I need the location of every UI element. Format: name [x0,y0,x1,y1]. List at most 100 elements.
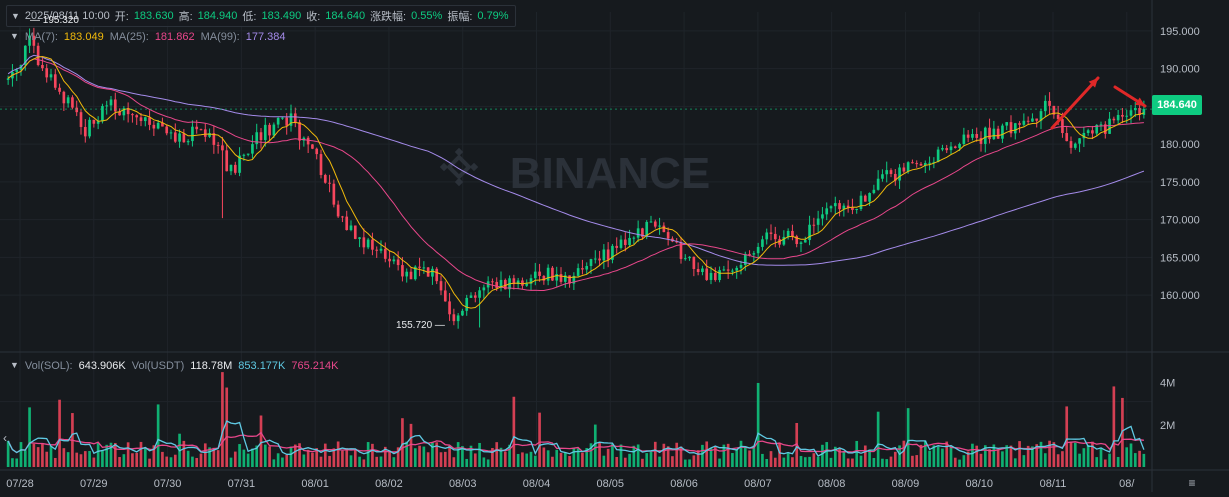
ohlc-header[interactable]: ▼ 2025/08/11 10:00 开: 183.630 高: 184.940 低… [6,5,516,27]
volume-bar [533,455,537,467]
volume-bar [953,457,957,467]
volume-bar [675,442,679,467]
volume-bar [156,404,160,467]
collapse-chevron-icon[interactable]: ▼ [11,11,20,21]
candle-body [229,164,233,172]
volume-bar [546,450,550,467]
candle-body [473,295,477,298]
candle-body [122,108,126,116]
candle-body [769,232,773,234]
volume-bar [636,444,640,467]
candle-body [911,162,914,164]
volume-bar [1112,386,1116,467]
candle-body [1078,138,1081,144]
volume-bar [538,412,541,467]
volume-bar [1142,453,1146,467]
amplitude-label: 振幅: [447,11,473,23]
volume-bar [32,443,36,467]
candle-body [212,133,216,145]
candle-body [208,133,211,137]
volume-bar [251,448,254,467]
candle-body [572,275,576,284]
volume-bar [293,444,297,467]
candle-body [482,287,486,291]
ma99-label: MA(99): [200,31,240,43]
candle-body [315,148,319,155]
volume-bar [272,459,276,467]
volume-bar [208,447,211,467]
volume-bar [36,447,40,467]
volume-bar [79,454,83,467]
candle-body [992,128,996,140]
volume-bar [748,450,751,467]
candle-body [838,203,841,210]
volume-chevron-icon[interactable]: ▼ [10,360,19,370]
candle-body [533,271,537,279]
volume-bar [979,453,983,467]
candle-body [966,134,970,138]
volume-bar [516,453,520,467]
candle-body [688,256,691,259]
last-price-tag[interactable]: 184.640 [1152,95,1202,115]
candle-body [49,74,53,78]
candle-body [833,203,837,207]
candle-body [1112,118,1116,121]
volume-bar [692,455,696,467]
time-tick-label: 08/05 [597,478,625,490]
volume-bar [216,450,220,467]
volume-bar [255,445,259,467]
volume-bar [589,443,593,467]
candle-body [182,133,186,143]
trend-arrows [1050,76,1147,130]
time-axis[interactable]: 07/28 07/29 07/30 07/31 08/01 08/02 08/03 08/04… [3,431,1196,490]
candle-body [932,161,936,163]
volume-bar [75,452,79,467]
volume-bar [915,455,919,467]
price-axis[interactable]: 195.000190.000185.000180.000175.000170.0… [1160,26,1200,302]
candle-body [1116,114,1120,121]
ma-chevron-icon[interactable]: ▼ [10,31,19,41]
candle-body [641,228,644,237]
volume-bar [1108,453,1111,467]
volume-legend[interactable]: ▼ Vol(SOL): 643.906K Vol(USDT) 118.78M 853… [10,360,339,372]
volume-bar [392,457,396,467]
volume-bar [602,455,606,467]
volume-bar [996,449,1000,467]
volume-bar [529,451,533,467]
volume-bar [1129,443,1133,467]
volume-bar [889,456,893,467]
time-tick-label: 08/01 [301,478,329,490]
volume-bar [482,457,486,467]
candle-body [538,271,541,276]
volume-bar [593,424,597,467]
volume-bar [726,443,730,467]
volume-bar [105,444,109,467]
candle-body [722,269,726,271]
candle-body [345,216,349,231]
volume-bar [169,457,173,467]
up-arrow-icon-head [1088,78,1098,88]
low-label: 低: [242,11,257,23]
volume-bars[interactable] [6,372,1146,467]
time-tick-label: 07/31 [228,478,256,490]
candle-body [773,233,777,240]
volume-bar [503,451,507,467]
volume-bar [1031,446,1034,467]
candle-body [958,143,961,148]
volume-bar [623,457,627,467]
ma-legend[interactable]: ▼ MA(7): 183.049 MA(25): 181.862 MA(99): 17… [10,31,285,43]
volume-bar [919,444,923,467]
time-tick-label: 08/02 [375,478,403,490]
volume-bar [885,459,889,467]
candle-body [461,310,464,316]
candle-body [876,178,880,190]
volume-bar [49,446,53,467]
vol-sol-value: 643.906K [78,360,126,372]
volume-bar [341,450,344,467]
candle-body [542,275,546,281]
time-tick-label: 08/09 [892,478,920,490]
volume-bar [1099,447,1103,467]
candle-body [36,45,40,66]
